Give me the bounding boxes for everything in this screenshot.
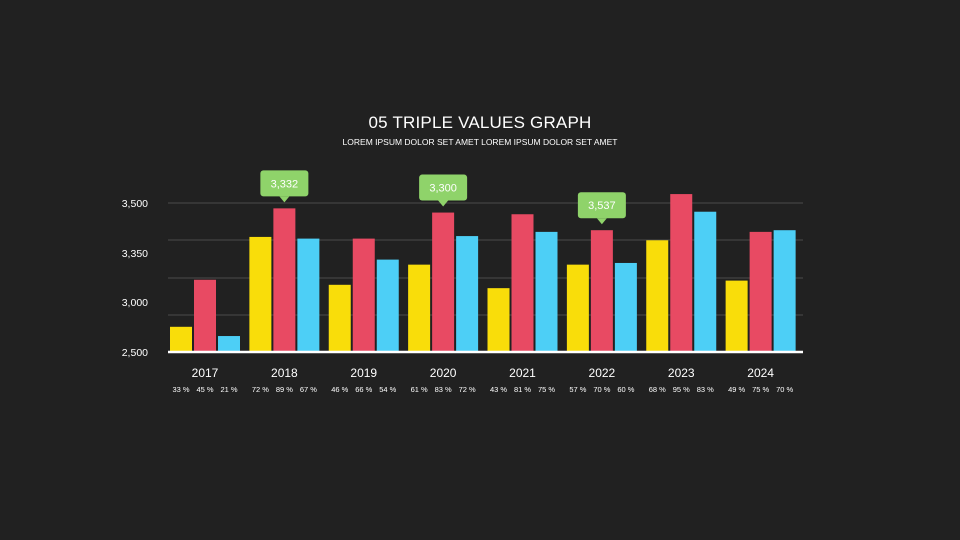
y-tick-label: 2,500	[122, 347, 148, 359]
bar	[328, 284, 351, 352]
bar	[590, 230, 613, 352]
x-tick-label: 2019	[350, 366, 377, 380]
bar	[511, 214, 534, 352]
bar	[408, 264, 431, 352]
percent-label: 75 %	[538, 385, 555, 394]
callout-box	[577, 192, 626, 219]
x-tick-label: 2024	[747, 366, 774, 380]
chart-subtitle: LOREM IPSUM DOLOR SET AMET LOREM IPSUM D…	[342, 137, 618, 147]
percent-label: 43 %	[490, 385, 507, 394]
percent-label: 83 %	[435, 385, 452, 394]
callout-label: 3,300	[429, 183, 457, 195]
percent-label: 67 %	[300, 385, 317, 394]
percent-label: 89 %	[276, 385, 293, 394]
bar	[456, 236, 479, 352]
x-tick-label: 2020	[430, 366, 457, 380]
y-tick-label: 3,000	[122, 297, 148, 309]
bar	[170, 326, 192, 352]
percent-label: 21 %	[220, 385, 237, 394]
bar	[725, 280, 748, 352]
percent-label: 46 %	[331, 385, 348, 394]
bar	[694, 211, 717, 352]
percent-label: 83 %	[697, 385, 714, 394]
percent-label: 68 %	[649, 385, 666, 394]
percent-label: 81 %	[514, 385, 531, 394]
x-tick-label: 2022	[589, 366, 616, 380]
bar	[773, 230, 796, 352]
callout-box	[419, 174, 468, 201]
percent-label: 70 %	[776, 385, 793, 394]
y-tick-label: 3,500	[122, 198, 148, 210]
bar	[487, 288, 510, 352]
bar	[566, 264, 589, 352]
callout-label: 3,332	[271, 178, 299, 190]
percent-label: 33 %	[172, 385, 189, 394]
bar	[670, 194, 693, 352]
callout-pointer	[438, 200, 449, 207]
bar	[249, 236, 272, 352]
bar	[749, 231, 772, 352]
bar	[535, 231, 558, 352]
bar	[376, 259, 399, 352]
percent-label: 60 %	[617, 385, 634, 394]
x-tick-label: 2017	[192, 366, 219, 380]
bar	[194, 279, 216, 352]
percent-label: 57 %	[569, 385, 586, 394]
x-tick-label: 2018	[271, 366, 298, 380]
bar	[218, 336, 240, 352]
percent-label: 66 %	[355, 385, 372, 394]
percent-label: 61 %	[411, 385, 428, 394]
percent-label: 49 %	[728, 385, 745, 394]
callout-label: 3,537	[588, 200, 616, 212]
percent-label: 45 %	[196, 385, 213, 394]
callout-pointer	[279, 196, 290, 203]
bar	[297, 238, 320, 352]
x-tick-label: 2023	[668, 366, 695, 380]
percent-label: 72 %	[459, 385, 476, 394]
bar	[646, 240, 669, 352]
bar	[352, 238, 375, 352]
percent-label: 70 %	[593, 385, 610, 394]
chart-title: 05 TRIPLE VALUES GRAPH	[368, 113, 592, 132]
bar	[432, 212, 455, 352]
percent-label: 54 %	[379, 385, 396, 394]
percent-label: 72 %	[252, 385, 269, 394]
bar	[273, 208, 296, 352]
percent-label: 75 %	[752, 385, 769, 394]
x-tick-label: 2021	[509, 366, 536, 380]
callout-box	[260, 170, 309, 197]
callout-pointer	[596, 218, 607, 225]
bar	[614, 262, 637, 352]
y-tick-label: 3,350	[122, 248, 148, 260]
percent-label: 95 %	[673, 385, 690, 394]
